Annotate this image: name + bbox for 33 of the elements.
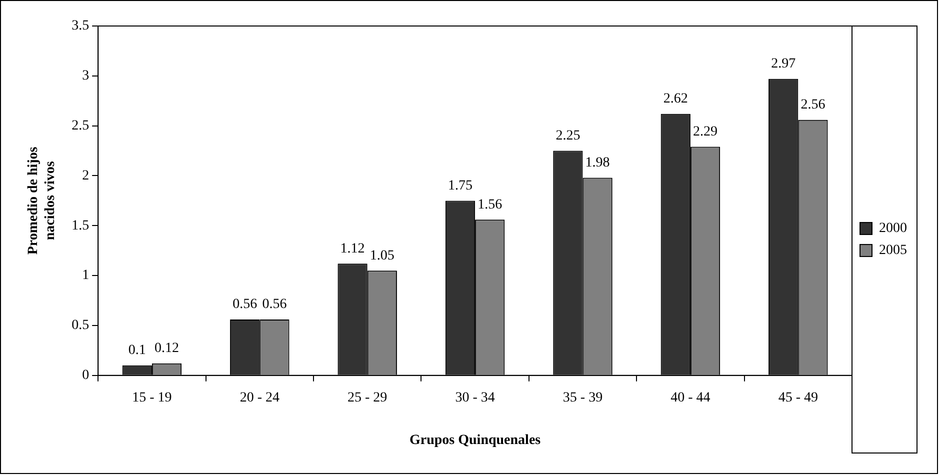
data-label: 0.1 — [128, 343, 146, 358]
y-tick-label: 1.5 — [72, 218, 90, 234]
data-label: 0.56 — [232, 297, 258, 312]
y-tick-label: 3 — [82, 68, 90, 84]
data-label: 1.12 — [340, 241, 365, 256]
y-tick-label: 0 — [82, 368, 90, 384]
y-tick-label: 0.5 — [72, 318, 90, 334]
y-axis-title: Promedio de hijos nacidos vivos — [26, 146, 58, 255]
data-label: 2.97 — [771, 56, 796, 72]
y-tick-label: 2.5 — [72, 118, 90, 134]
legend-label: 2000 — [879, 221, 907, 236]
y-tick-label: 1 — [82, 268, 90, 284]
data-label: 1.56 — [478, 197, 502, 212]
x-tick-label: 25 - 29 — [348, 390, 388, 406]
data-label: 1.75 — [448, 178, 472, 194]
data-label: 2.29 — [693, 124, 718, 140]
y-tick-label: 2 — [82, 168, 90, 184]
x-tick-label: 30 - 34 — [455, 390, 495, 406]
data-label: 1.05 — [370, 248, 394, 264]
data-label: 0.56 — [262, 297, 287, 312]
x-axis-title: Grupos Quinquenales — [409, 433, 542, 448]
data-label: 2.56 — [800, 98, 826, 113]
x-tick-label: 15 - 19 — [132, 390, 172, 406]
legend-label: 2005 — [879, 243, 907, 258]
data-label: 0.12 — [154, 341, 180, 356]
x-tick-label: 35 - 39 — [562, 390, 603, 406]
y-tick-label: 3.5 — [72, 18, 90, 34]
x-tick-label: 45 - 49 — [778, 390, 818, 406]
data-label: 2.62 — [663, 92, 688, 107]
data-label: 2.25 — [556, 128, 580, 144]
data-label: 1.98 — [585, 155, 610, 170]
x-tick-label: 20 - 24 — [240, 390, 280, 406]
x-tick-label: 40 - 44 — [670, 390, 710, 406]
